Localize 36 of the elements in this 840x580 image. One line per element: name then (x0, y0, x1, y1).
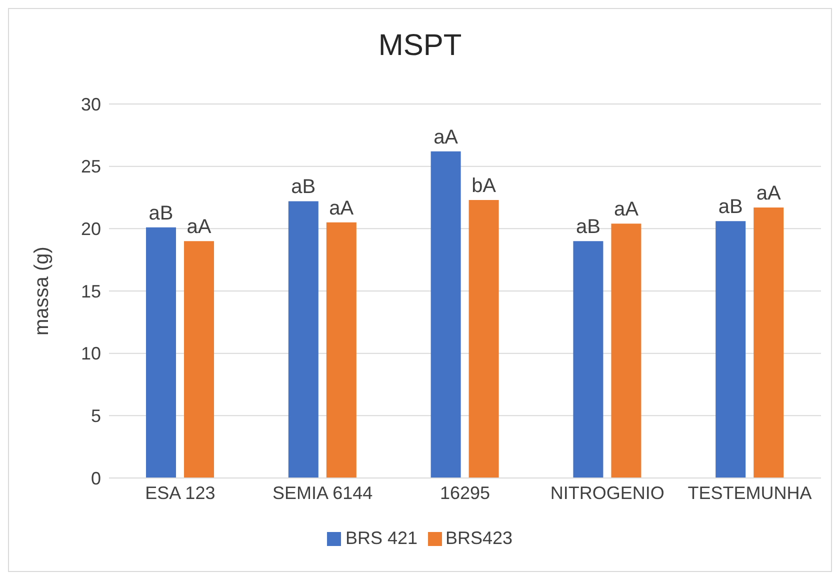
bar (754, 207, 784, 478)
data-label: aB (291, 176, 316, 198)
bar (326, 222, 356, 478)
legend-label: BRS423 (446, 528, 513, 548)
data-label: aA (329, 197, 354, 220)
data-label: aB (718, 196, 743, 218)
legend-label: BRS 421 (345, 528, 418, 548)
bar (573, 241, 604, 478)
y-tick-label: 5 (90, 406, 101, 426)
x-tick-label: ESA 123 (145, 482, 216, 503)
chart-title: MSPT (377, 29, 463, 63)
x-tick-label: 16295 (440, 482, 490, 503)
data-label: aA (614, 198, 640, 221)
bar (468, 200, 499, 478)
bar (716, 221, 746, 478)
bar (288, 201, 318, 478)
data-label: bA (472, 174, 497, 197)
x-tick-label: TESTEMUNHA (688, 482, 812, 503)
bar (611, 224, 642, 478)
bar (430, 151, 461, 478)
data-label: aA (434, 126, 459, 148)
y-tick-label: 10 (80, 344, 101, 364)
y-tick-label: 30 (80, 94, 101, 114)
bar (146, 227, 176, 478)
data-label: aB (148, 202, 174, 224)
data-label: aB (576, 216, 600, 238)
bar (184, 241, 214, 478)
y-axis-title: massa (g) (31, 246, 54, 336)
y-tick-label: 20 (80, 219, 101, 240)
y-tick-label: 25 (80, 156, 101, 177)
y-tick-label: 0 (90, 468, 101, 488)
y-tick-label: 15 (80, 281, 101, 302)
x-tick-label: NITROGENIO (550, 482, 664, 503)
data-label: aA (756, 182, 782, 204)
data-label: aA (186, 216, 212, 238)
x-tick-label: SEMIA 6144 (272, 482, 373, 503)
